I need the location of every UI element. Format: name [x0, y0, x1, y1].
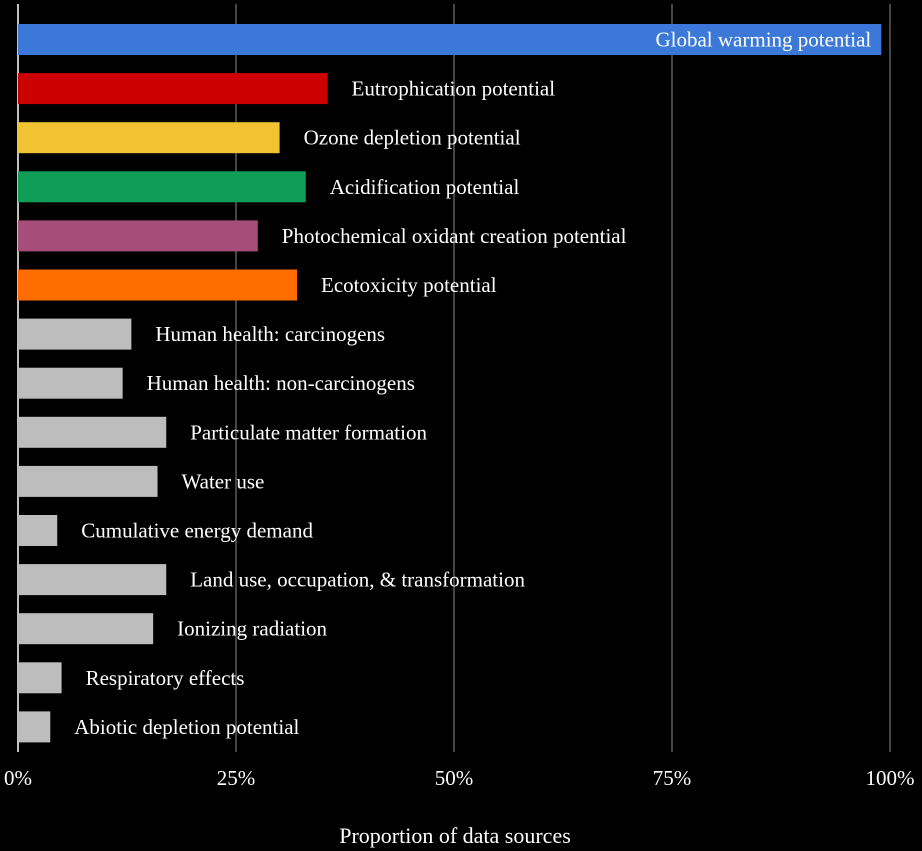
x-tick-label: 75% — [653, 766, 692, 790]
bar — [18, 318, 132, 350]
bar-label: Human health: carcinogens — [155, 322, 385, 346]
bars — [18, 24, 882, 743]
x-tick-label: 0% — [4, 766, 32, 790]
x-tick-label: 25% — [217, 766, 256, 790]
x-tick-label: 50% — [435, 766, 474, 790]
x-tick-labels: 0% 25% 50% 75% 100% — [4, 766, 915, 790]
bar — [18, 171, 306, 203]
bar — [18, 711, 51, 743]
bar-label: Global warming potential — [655, 28, 871, 52]
bar — [18, 73, 328, 105]
bar — [18, 465, 158, 497]
bar-label: Human health: non-carcinogens — [147, 371, 415, 395]
bar — [18, 269, 298, 301]
bar-label: Ozone depletion potential — [304, 126, 521, 150]
bar — [18, 220, 258, 252]
bar-label: Water use — [182, 469, 265, 493]
bar-labels: Global warming potential Eutrophication p… — [74, 28, 871, 739]
bar — [18, 515, 58, 546]
bar — [18, 564, 167, 596]
bar-label: Cumulative energy demand — [81, 519, 313, 543]
bar-label: Land use, occupation, & transformation — [190, 568, 525, 592]
bar-label: Eutrophication potential — [352, 77, 556, 101]
bar — [18, 613, 154, 645]
bar — [18, 416, 167, 448]
bar — [18, 24, 882, 55]
bar — [18, 367, 123, 399]
bar-label: Abiotic depletion potential — [74, 715, 299, 739]
bar-label: Respiratory effects — [86, 666, 245, 690]
bar — [18, 122, 280, 154]
bar-label: Photochemical oxidant creation potential — [282, 224, 627, 248]
x-tick-label: 100% — [866, 766, 915, 790]
bar-label: Ionizing radiation — [177, 617, 327, 641]
bar — [18, 662, 62, 694]
x-axis-title: Proportion of data sources — [339, 823, 571, 848]
bar-label: Particulate matter formation — [190, 420, 427, 444]
bar-label: Acidification potential — [330, 175, 520, 199]
bar-label: Ecotoxicity potential — [321, 273, 497, 297]
